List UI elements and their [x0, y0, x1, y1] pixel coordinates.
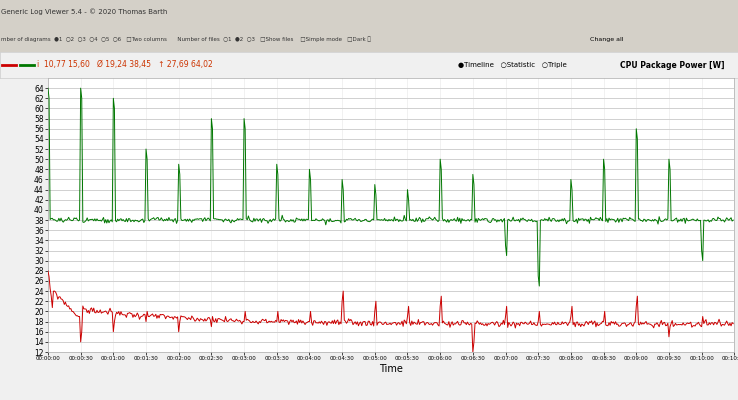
- Text: Change all: Change all: [590, 36, 624, 42]
- Text: Generic Log Viewer 5.4 - © 2020 Thomas Barth: Generic Log Viewer 5.4 - © 2020 Thomas B…: [1, 8, 168, 15]
- Text: CPU Package Power [W]: CPU Package Power [W]: [620, 60, 725, 70]
- X-axis label: Time: Time: [379, 364, 403, 374]
- Text: mber of diagrams  ●1  ○2  ○3  ○4  ○5  ○6   □Two columns      Number of files  ○1: mber of diagrams ●1 ○2 ○3 ○4 ○5 ○6 □Two …: [1, 36, 371, 42]
- Text: ●Timeline   ○Statistic   ○Triple: ●Timeline ○Statistic ○Triple: [458, 62, 566, 68]
- Text: i  10,77 15,60   Ø 19,24 38,45   ↑ 27,69 64,02: i 10,77 15,60 Ø 19,24 38,45 ↑ 27,69 64,0…: [37, 60, 213, 70]
